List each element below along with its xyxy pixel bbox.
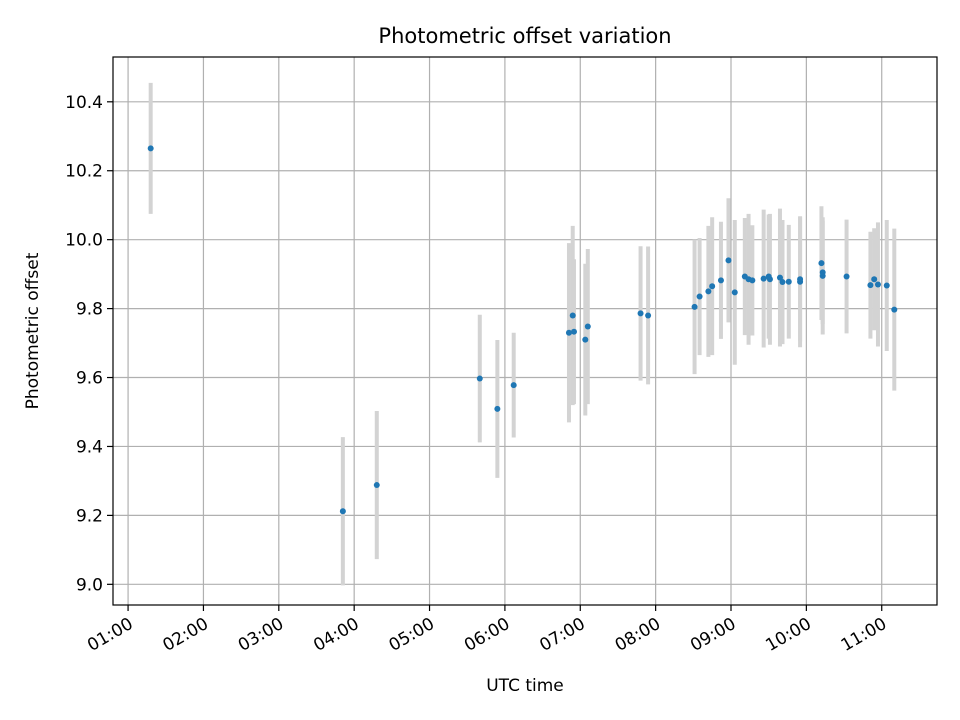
data-point [760,275,767,282]
data-point [705,288,712,295]
x-tick-label: 03:00 [235,614,287,656]
data-point [147,145,154,152]
data-point [749,277,756,284]
data-point [637,310,644,317]
x-tick-label: 09:00 [687,614,739,656]
data-point [731,289,738,296]
y-tick-label: 9.6 [76,369,103,389]
data-point [725,257,732,264]
data-point [785,278,792,285]
y-tick-label: 9.4 [76,437,103,457]
y-tick-label: 10.0 [65,231,103,251]
x-tick-label: 08:00 [612,614,664,656]
data-point [717,277,724,284]
y-tick-label: 9.2 [76,506,103,526]
data-point [510,382,517,389]
data-point [891,306,898,313]
y-tick-label: 9.0 [76,575,103,595]
x-ticks: 01:00 02:00 03:00 04:00 05:00 06:00 07:00 08:00… [84,605,890,656]
data-point [709,283,716,290]
x-tick-label: 01:00 [84,614,136,656]
data-point [843,273,850,280]
chart-title: Photometric offset variation [378,24,671,48]
y-tick-label: 9.8 [76,300,103,320]
x-tick-label: 02:00 [160,614,212,656]
data-point [584,323,591,330]
data-point [691,303,698,310]
data-point [766,276,773,283]
x-axis-label: UTC time [486,676,564,696]
data-point [797,278,804,285]
data-point [871,276,878,283]
data-point [776,274,783,281]
data-point [569,312,576,319]
data-point [867,282,874,289]
y-tick-label: 10.2 [65,162,103,182]
x-tick-label: 06:00 [461,614,513,656]
y-axis-label: Photometric offset [23,252,43,409]
data-point [696,293,703,300]
data-point [818,260,825,267]
data-point [779,279,786,286]
data-point [339,508,346,515]
grid [113,57,937,605]
data-point [565,329,572,336]
data-point [883,282,890,289]
data-point [582,336,589,343]
data-points [147,145,898,515]
y-tick-label: 10.4 [65,93,103,113]
plot-frame [112,56,938,606]
x-tick-label: 10:00 [762,614,814,656]
x-tick-label: 07:00 [536,614,588,656]
data-point [570,328,577,335]
y-ticks: 9.0 9.2 9.4 9.6 9.8 10.0 10.2 10.4 [65,93,113,595]
data-point [476,375,483,382]
data-point [494,405,501,412]
data-point [819,272,826,279]
data-point [373,482,380,489]
plot-background [113,57,937,605]
x-tick-label: 04:00 [310,614,362,656]
x-tick-label: 05:00 [386,614,438,656]
data-point [645,312,652,319]
x-tick-label: 11:00 [838,614,890,656]
data-point [874,281,881,288]
